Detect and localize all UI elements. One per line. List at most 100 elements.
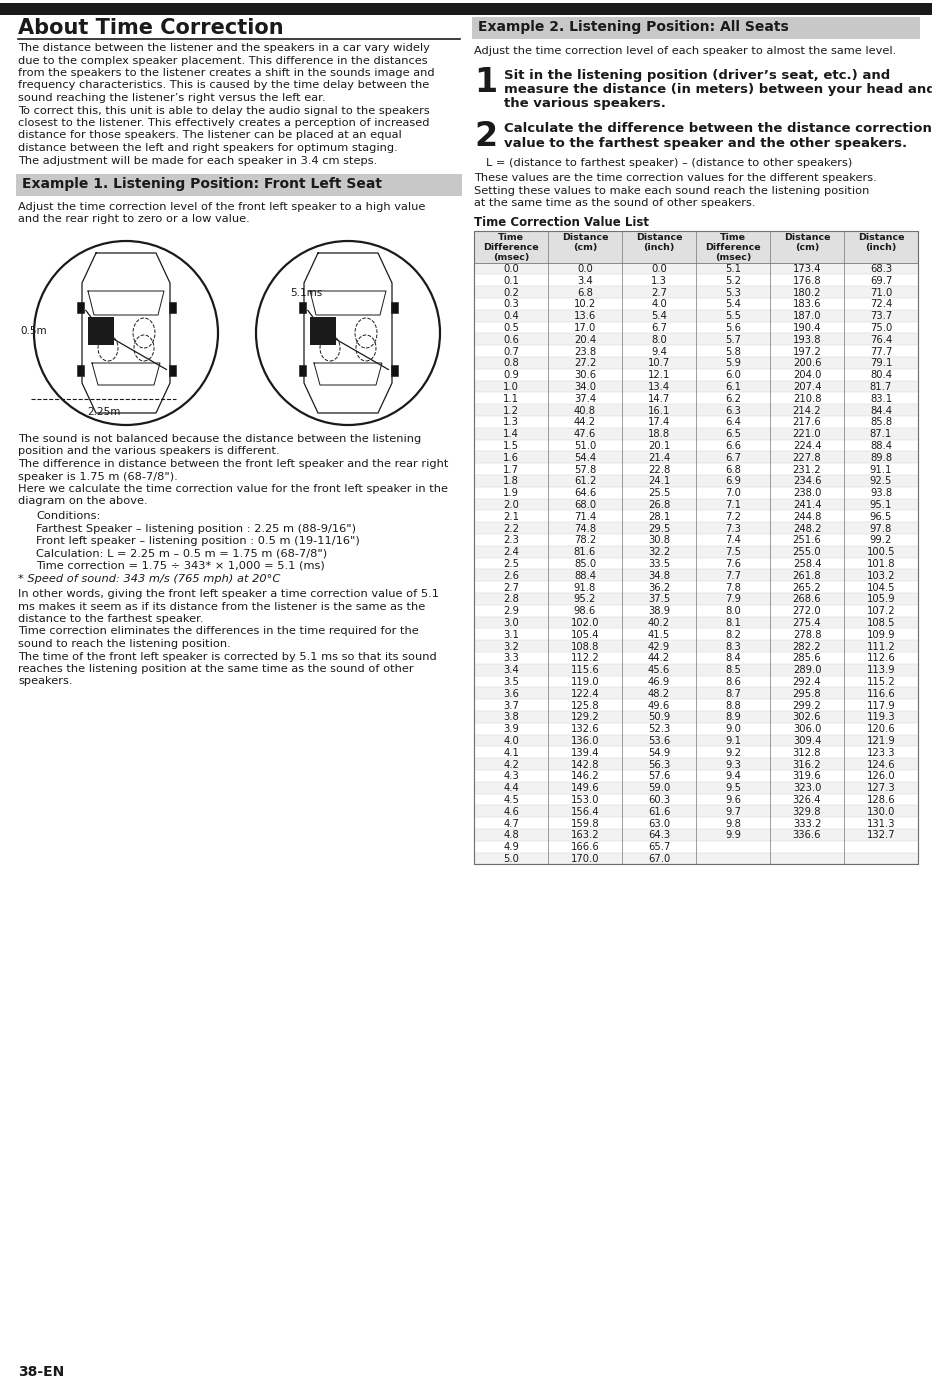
Text: the various speakers.: the various speakers. xyxy=(504,97,665,109)
Text: 9.0: 9.0 xyxy=(725,725,741,734)
Text: 4.4: 4.4 xyxy=(503,783,519,793)
Text: 6.1: 6.1 xyxy=(725,382,741,392)
Text: 102.0: 102.0 xyxy=(570,618,599,628)
Text: 248.2: 248.2 xyxy=(793,523,821,533)
Text: 5.5: 5.5 xyxy=(725,311,741,322)
Text: 89.8: 89.8 xyxy=(870,453,892,463)
Text: 84.4: 84.4 xyxy=(870,406,892,416)
Bar xyxy=(474,782,918,793)
Text: The sound is not balanced because the distance between the listening: The sound is not balanced because the di… xyxy=(18,434,421,443)
Bar xyxy=(169,302,176,313)
Text: 46.9: 46.9 xyxy=(648,677,670,687)
Text: Adjust the time correction level of the front left speaker to a high value: Adjust the time correction level of the … xyxy=(18,201,425,213)
Text: 41.5: 41.5 xyxy=(648,630,670,639)
Text: 17.0: 17.0 xyxy=(574,323,596,333)
Text: 7.4: 7.4 xyxy=(725,536,741,546)
Text: 75.0: 75.0 xyxy=(870,323,892,333)
Text: 224.4: 224.4 xyxy=(793,441,821,450)
Text: 9.3: 9.3 xyxy=(725,760,741,769)
Text: 3.4: 3.4 xyxy=(577,276,593,285)
Text: 1.3: 1.3 xyxy=(651,276,667,285)
Text: 8.6: 8.6 xyxy=(725,677,741,687)
Text: 0.0: 0.0 xyxy=(651,264,667,274)
Text: 302.6: 302.6 xyxy=(793,712,821,722)
Text: 299.2: 299.2 xyxy=(792,701,821,711)
Text: 244.8: 244.8 xyxy=(793,512,821,522)
Text: 10.7: 10.7 xyxy=(648,358,670,368)
Text: 227.8: 227.8 xyxy=(793,453,821,463)
Text: frequency characteristics. This is caused by the time delay between the: frequency characteristics. This is cause… xyxy=(18,81,430,91)
Text: Time
Difference
(msec): Time Difference (msec) xyxy=(483,232,539,262)
Text: ms makes it seem as if its distance from the listener is the same as the: ms makes it seem as if its distance from… xyxy=(18,602,425,611)
Bar xyxy=(88,318,114,346)
Text: In other words, giving the front left speaker a time correction value of 5.1: In other words, giving the front left sp… xyxy=(18,589,439,599)
Text: 7.0: 7.0 xyxy=(725,488,741,498)
Text: distance to the farthest speaker.: distance to the farthest speaker. xyxy=(18,614,203,624)
Text: 76.4: 76.4 xyxy=(870,334,892,344)
Text: 4.0: 4.0 xyxy=(503,736,519,746)
Text: 69.7: 69.7 xyxy=(870,276,892,285)
Text: 99.2: 99.2 xyxy=(870,536,892,546)
Text: 119.0: 119.0 xyxy=(570,677,599,687)
Text: Distance
(cm): Distance (cm) xyxy=(562,232,609,252)
Text: 4.0: 4.0 xyxy=(651,299,667,309)
Text: 1.9: 1.9 xyxy=(503,488,519,498)
Text: 1.4: 1.4 xyxy=(503,429,519,439)
Text: 68.0: 68.0 xyxy=(574,499,596,511)
Text: 103.2: 103.2 xyxy=(867,571,896,581)
Text: 1.3: 1.3 xyxy=(503,417,519,428)
Text: 7.1: 7.1 xyxy=(725,499,741,511)
Bar xyxy=(474,357,918,369)
Text: The difference in distance between the front left speaker and the rear right: The difference in distance between the f… xyxy=(18,459,448,469)
Text: 1.0: 1.0 xyxy=(503,382,519,392)
Text: 0.7: 0.7 xyxy=(503,347,519,357)
Text: 6.0: 6.0 xyxy=(725,371,741,381)
Text: 0.0: 0.0 xyxy=(577,264,593,274)
Text: and the rear right to zero or a low value.: and the rear right to zero or a low valu… xyxy=(18,214,250,224)
Bar xyxy=(310,318,336,346)
Text: 54.4: 54.4 xyxy=(574,453,596,463)
Text: 27.2: 27.2 xyxy=(574,358,596,368)
Bar xyxy=(474,593,918,604)
Text: 153.0: 153.0 xyxy=(570,795,599,804)
Text: The adjustment will be made for each speaker in 3.4 cm steps.: The adjustment will be made for each spe… xyxy=(18,155,377,165)
Text: 0.8: 0.8 xyxy=(503,358,519,368)
Text: 6.9: 6.9 xyxy=(725,477,741,487)
Text: 166.6: 166.6 xyxy=(570,842,599,852)
Text: 7.3: 7.3 xyxy=(725,523,741,533)
Bar xyxy=(474,663,918,676)
Text: 56.3: 56.3 xyxy=(648,760,670,769)
Text: 221.0: 221.0 xyxy=(793,429,821,439)
Text: 10.2: 10.2 xyxy=(574,299,596,309)
Text: closest to the listener. This effectively creates a perception of increased: closest to the listener. This effectivel… xyxy=(18,118,430,127)
Text: 6.7: 6.7 xyxy=(725,453,741,463)
Text: 190.4: 190.4 xyxy=(793,323,821,333)
Text: 52.3: 52.3 xyxy=(648,725,670,734)
Text: 272.0: 272.0 xyxy=(793,606,821,616)
Text: 4.8: 4.8 xyxy=(503,831,519,841)
Text: 2.0: 2.0 xyxy=(503,499,519,511)
Text: 0.4: 0.4 xyxy=(503,311,519,322)
Bar xyxy=(474,806,918,817)
Text: 268.6: 268.6 xyxy=(793,595,821,604)
Text: 81.6: 81.6 xyxy=(574,547,596,557)
Bar xyxy=(474,428,918,439)
Text: 12.1: 12.1 xyxy=(648,371,670,381)
Text: 319.6: 319.6 xyxy=(793,771,821,782)
Text: Setting these values to make each sound reach the listening position: Setting these values to make each sound … xyxy=(474,186,870,196)
Text: distance between the left and right speakers for optimum staging.: distance between the left and right spea… xyxy=(18,143,398,152)
Text: 4.3: 4.3 xyxy=(503,771,519,782)
Text: 7.9: 7.9 xyxy=(725,595,741,604)
Text: 6.4: 6.4 xyxy=(725,417,741,428)
Text: 251.6: 251.6 xyxy=(792,536,821,546)
Bar xyxy=(169,365,176,376)
Text: 81.7: 81.7 xyxy=(870,382,892,392)
Text: 116.6: 116.6 xyxy=(867,688,896,698)
Text: 3.6: 3.6 xyxy=(503,688,519,698)
Text: distance for those speakers. The listener can be placed at an equal: distance for those speakers. The listene… xyxy=(18,130,402,140)
Text: 71.4: 71.4 xyxy=(574,512,596,522)
Bar xyxy=(472,17,920,39)
Bar xyxy=(77,302,84,313)
Text: speaker is 1.75 m (68-7/8").: speaker is 1.75 m (68-7/8"). xyxy=(18,471,178,481)
Text: 1.2: 1.2 xyxy=(503,406,519,416)
